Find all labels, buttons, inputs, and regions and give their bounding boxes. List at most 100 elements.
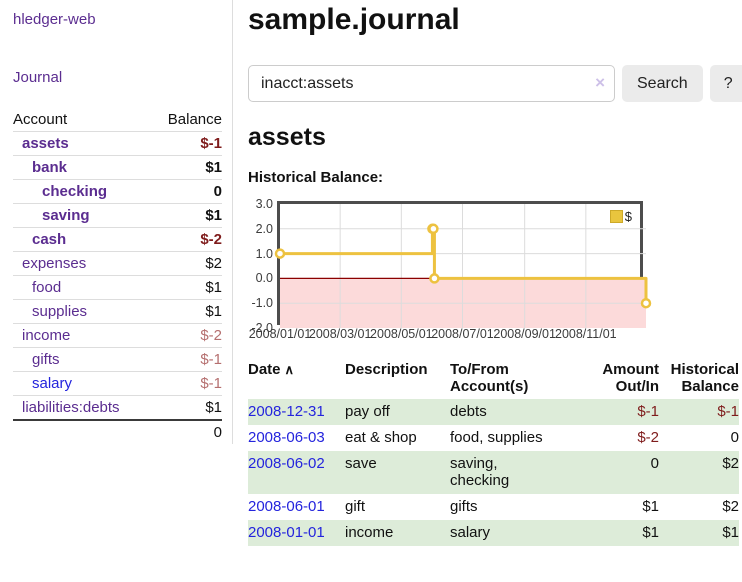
legend-swatch [609,210,623,223]
search-form: × Search ? [248,65,742,102]
account-balance: $-2 [151,227,222,252]
register-col-description: Description [345,361,428,378]
account-link-cash[interactable]: cash [32,231,67,248]
transaction-accounts: saving, checking [450,455,510,489]
account-balance: $1 [151,275,222,300]
transaction-description: save [345,455,377,472]
account-heading: assets [248,123,326,151]
register-col-date[interactable]: Date ∧ [248,361,295,378]
y-axis-tick-label: -2.0 [251,321,273,335]
data-point-marker [640,297,652,309]
register-row: 2008-01-01 income salary $1 $1 [248,520,739,546]
chart-canvas [274,204,652,328]
accounts-header-row: Account Balance [13,108,222,132]
transaction-amount: $-2 [637,429,659,446]
account-link-bank[interactable]: bank [32,159,68,176]
search-input[interactable] [248,65,615,102]
register-row: 2008-06-02 save saving, checking 0 $2 [248,451,739,494]
transaction-balance: $2 [722,455,739,472]
account-row-bank: bank $1 [13,155,222,180]
historical-balance-chart: $ 3.0 2.0 1.0 0.0 -1.0 -2.0 2008/01/01 2008/03… [249,197,652,341]
account-balance: $-2 [151,323,222,348]
chart-title: Historical Balance: [248,169,384,186]
transaction-date-link[interactable]: 2008-01-01 [248,524,325,541]
sort-ascending-icon: ∧ [284,362,295,377]
x-axis-tick-label: 2008/07/01 [431,327,494,341]
account-balance: $1 [151,395,222,420]
account-link-food[interactable]: food [32,279,62,296]
account-link-liabilities-debts[interactable]: liabilities:debts [22,399,120,416]
account-balance: $-1 [151,347,222,372]
x-axis-tick-label: 2008/05/01 [370,327,433,341]
account-row-expenses: expenses $2 [13,251,222,276]
sidebar: hledger-web Journal Account Balance asse… [0,0,233,444]
clear-search-icon[interactable]: × [595,73,605,92]
account-link-saving[interactable]: saving [42,207,90,224]
transaction-amount: $1 [642,524,659,541]
accounts-col-balance: Balance [167,111,222,128]
y-axis-tick-label: 0.0 [255,271,273,286]
account-row-assets: assets $-1 [13,131,222,156]
account-row-saving: saving $1 [13,203,222,228]
account-balance: 0 [151,179,222,204]
transaction-accounts: gifts [450,498,478,515]
transaction-description: income [345,524,394,541]
accounts-table: Account Balance assets $-1 bank $1 check… [13,108,222,444]
x-axis-tick-label: 2008/11/01 [555,327,617,341]
account-link-checking[interactable]: checking [42,183,108,200]
y-axis-tick-label: 1.0 [255,246,273,261]
account-row-food: food $1 [13,275,222,300]
account-link-expenses[interactable]: expenses [22,255,87,272]
account-row-liabilities-debts: liabilities:debts $1 [13,395,222,420]
data-point-marker [429,273,440,284]
register-table: Date ∧ Description To/From Account(s) Amo… [248,359,739,546]
register-row: 2008-06-03 eat & shop food, supplies $-2… [248,425,739,451]
account-balance: $1 [151,155,222,180]
register-col-amount: Amount Out/In [602,361,659,395]
account-link-supplies[interactable]: supplies [32,303,88,320]
y-axis-tick-label: -1.0 [251,296,273,311]
account-link-assets[interactable]: assets [22,135,69,152]
sidebar-item-journal[interactable]: Journal [13,69,63,86]
account-balance: $1 [151,299,222,324]
transaction-description: gift [345,498,366,515]
transaction-description: eat & shop [345,429,417,446]
accounts-total-value: 0 [151,419,222,444]
chart-plot-area: $ 3.0 2.0 1.0 0.0 -1.0 -2.0 2008/01/01 2008/03… [249,197,652,341]
account-balance: $1 [151,203,222,228]
transaction-date-link[interactable]: 2008-06-01 [248,498,325,515]
legend-label: $ [624,209,632,224]
account-row-salary: salary $-1 [13,371,222,396]
account-link-salary[interactable]: salary [32,375,73,392]
account-balance: $-1 [151,131,222,156]
account-row-gifts: gifts $-1 [13,347,222,372]
transaction-date-link[interactable]: 2008-12-31 [248,403,325,420]
account-link-gifts[interactable]: gifts [32,351,60,368]
transaction-balance: $-1 [717,403,739,420]
register-col-accounts: To/From Account(s) [450,361,529,395]
account-row-cash: cash $-2 [13,227,222,252]
transaction-accounts: salary [450,524,491,541]
transaction-date-link[interactable]: 2008-06-02 [248,455,325,472]
transaction-balance: $2 [722,498,739,515]
transaction-date-link[interactable]: 2008-06-03 [248,429,325,446]
accounts-col-account: Account [13,111,68,128]
account-row-checking: checking 0 [13,179,222,204]
data-point-marker [428,223,439,235]
account-row-supplies: supplies $1 [13,299,222,324]
y-axis-tick-label: 2.0 [255,221,273,236]
account-link-income[interactable]: income [22,327,71,344]
help-button[interactable]: ? [709,65,742,102]
account-row-income: income $-2 [13,323,222,348]
app-title-link[interactable]: hledger-web [13,11,96,28]
data-point-marker [274,248,286,259]
x-axis-tick-label: 2008/03/01 [308,327,372,341]
register-row: 2008-12-31 pay off debts $-1 $-1 [248,399,739,425]
account-balance: $2 [151,251,222,276]
accounts-total-row: 0 [13,419,222,444]
search-button[interactable]: Search [622,65,703,102]
account-balance: $-1 [151,371,222,396]
register-row: 2008-06-01 gift gifts $1 $2 [248,494,739,520]
x-axis-tick-label: 2008/01/01 [248,327,312,341]
page-title: sample.journal [248,3,460,36]
